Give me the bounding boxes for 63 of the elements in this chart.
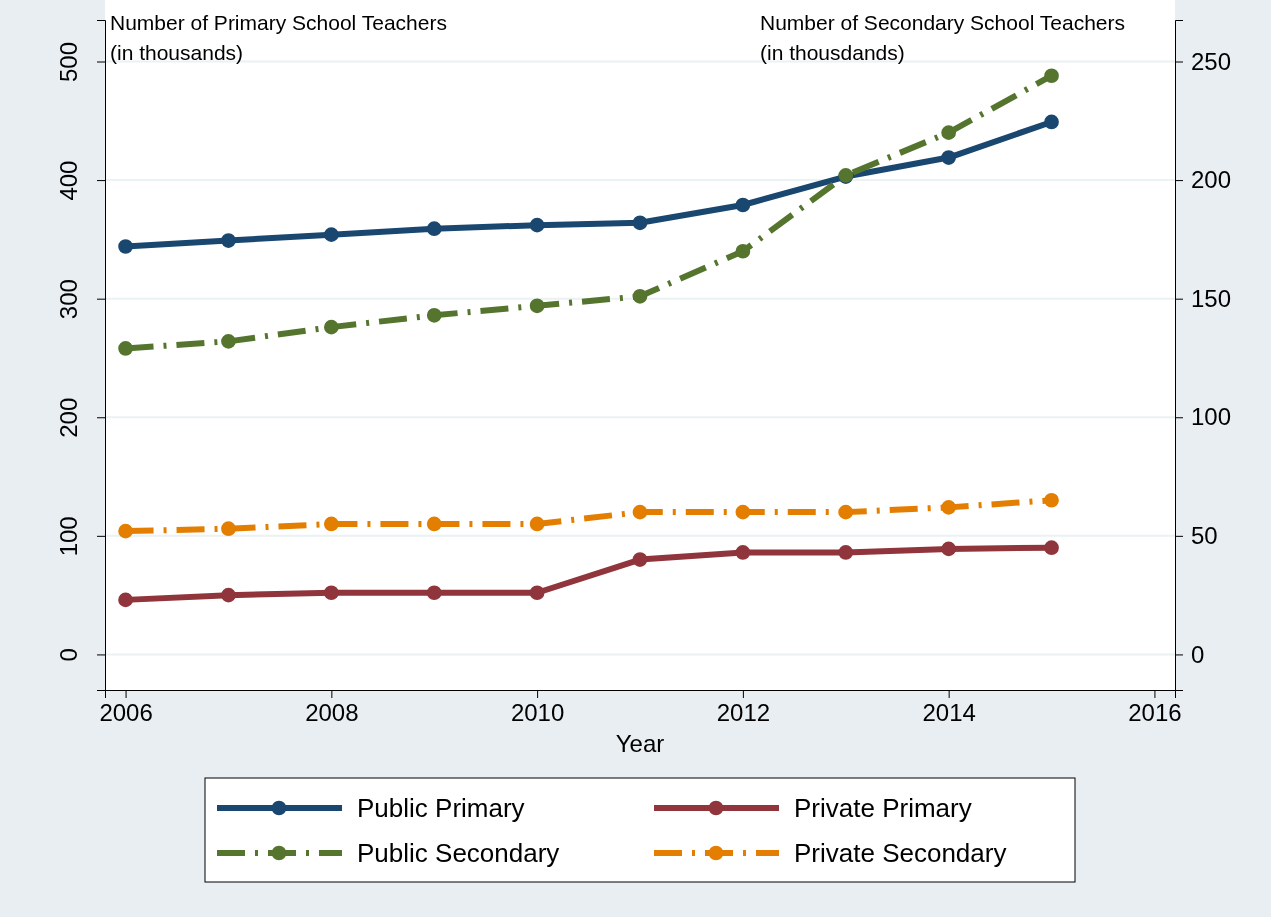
y2-tick-label: 250 [1191, 47, 1232, 75]
point [632, 552, 648, 567]
legend-label: Public Primary [357, 793, 525, 823]
point [221, 587, 236, 603]
point [529, 516, 545, 532]
point [323, 227, 339, 242]
legend-label: Private Primary [794, 793, 972, 823]
point [941, 150, 957, 165]
point [221, 334, 236, 349]
point [632, 504, 648, 520]
point [118, 341, 133, 356]
point [735, 504, 751, 520]
point [529, 585, 545, 601]
point [118, 239, 133, 254]
point [426, 307, 442, 323]
y2-tick-label: 0 [1191, 640, 1205, 668]
point [1044, 540, 1059, 556]
point [1044, 68, 1059, 84]
y-tick-label: 500 [55, 41, 82, 83]
point [735, 545, 751, 560]
point [529, 298, 545, 314]
point [1044, 492, 1059, 508]
x-tick-label: 2010 [510, 699, 565, 727]
point [632, 215, 648, 231]
y-tick-label: 0 [55, 648, 82, 662]
y2-tick-label: 200 [1191, 166, 1232, 194]
y2-tick-label: 100 [1191, 403, 1232, 431]
y-tick-label: 100 [55, 516, 82, 557]
point [323, 319, 339, 335]
point [941, 541, 957, 557]
y-tick-label: 200 [55, 397, 82, 438]
point [118, 592, 133, 608]
point [941, 500, 957, 515]
point [118, 523, 133, 539]
x-tick-label: 2014 [922, 699, 976, 727]
point [838, 545, 854, 560]
y2-tick-label: 150 [1191, 284, 1232, 312]
point [941, 125, 957, 140]
point [838, 504, 854, 520]
point [323, 585, 339, 601]
point [1044, 114, 1059, 130]
point [221, 521, 236, 537]
point [632, 288, 648, 304]
point [735, 243, 751, 259]
y-axis-title: Number of Primary School Teachers (in thousands) [110, 11, 447, 64]
y-tick-label: 300 [55, 279, 82, 320]
x-tick-label: 2016 [1128, 699, 1182, 727]
point [323, 516, 339, 532]
point [426, 516, 442, 532]
x-tick-label: 2006 [99, 699, 153, 727]
y-tick-label: 400 [55, 160, 82, 201]
x-axis-title: Year [615, 730, 665, 757]
point [426, 585, 442, 601]
point [529, 217, 545, 233]
point [221, 233, 236, 248]
legend-label: Public Secondary [357, 838, 560, 868]
x-tick-label: 2012 [716, 699, 771, 727]
y2-axis-title: Number of Secondary School Teachers (in thousdands) [760, 11, 1125, 64]
legend-label: Private Secondary [794, 838, 1007, 868]
x-tick-label: 2008 [305, 699, 359, 727]
point [426, 221, 442, 237]
y2-tick-label: 50 [1191, 522, 1218, 550]
point [735, 197, 751, 213]
